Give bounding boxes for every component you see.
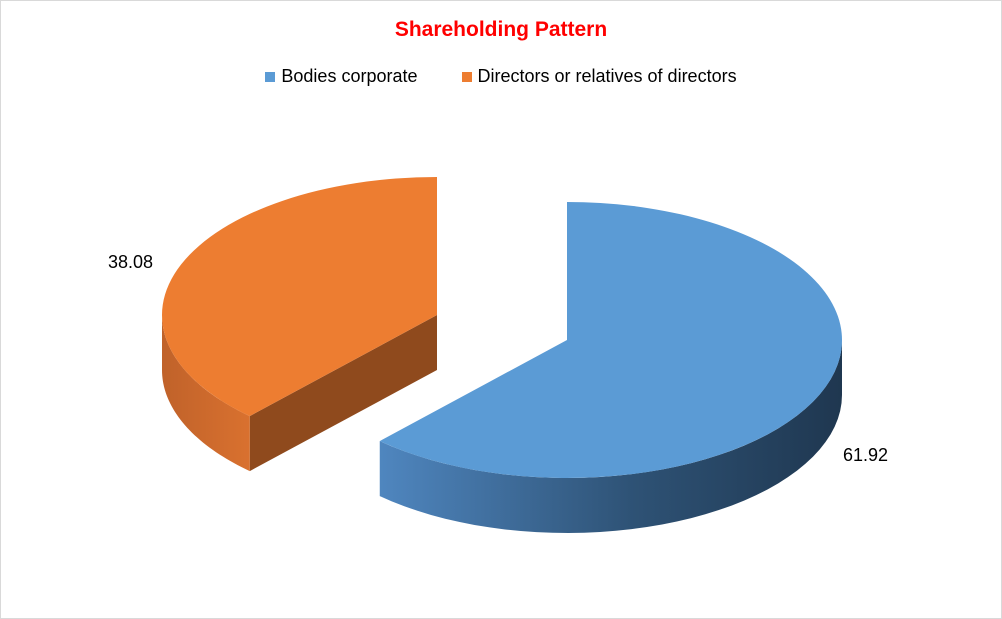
legend-swatch — [461, 71, 472, 82]
slice-bodies-corporate — [379, 202, 843, 478]
slice-directors — [162, 177, 437, 417]
chart-title: Shareholding Pattern — [394, 18, 608, 41]
legend-swatch — [265, 71, 276, 82]
legend-label: Directors or relatives of directors — [477, 66, 737, 86]
slice-directors-side — [162, 315, 250, 472]
data-label-directors: 38.08 — [108, 252, 153, 272]
legend-item-bodies-corporate: Bodies corporate — [265, 66, 418, 87]
slice-bodies-corporate-side — [379, 340, 842, 533]
legend: Bodies corporate Directors or relatives … — [0, 66, 1002, 87]
slice-directors-cut-face — [249, 315, 437, 472]
legend-label: Bodies corporate — [281, 66, 418, 86]
legend-item-directors: Directors or relatives of directors — [461, 66, 737, 87]
data-label-bodies-corporate: 61.92 — [843, 445, 888, 465]
